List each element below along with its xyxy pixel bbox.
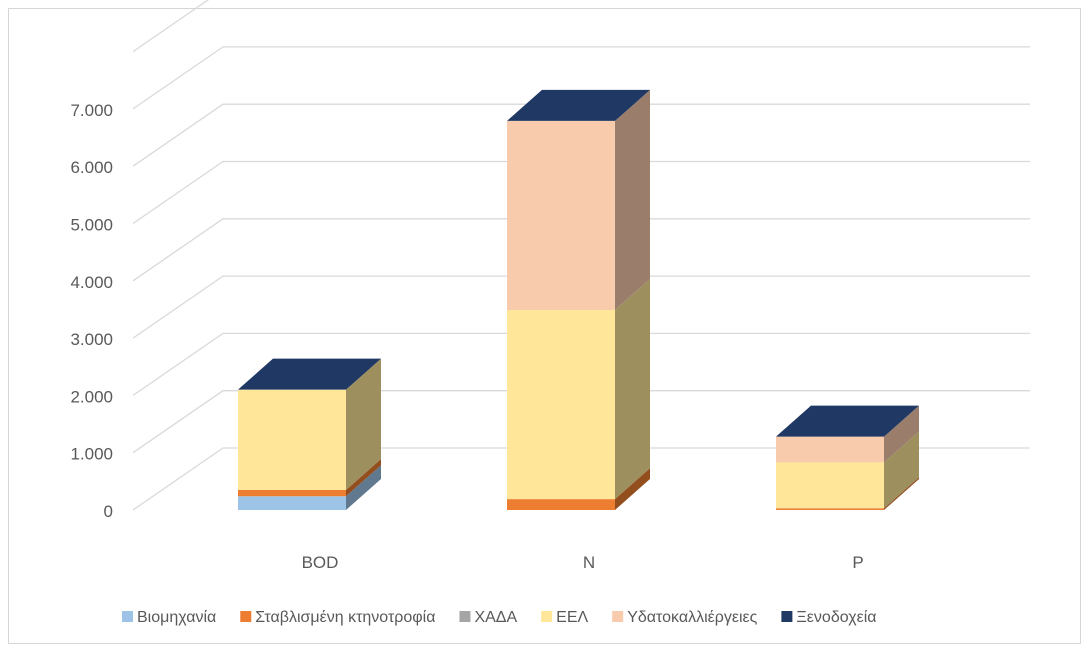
legend-item-εελ: ΕΕΛ (541, 609, 589, 626)
legend: Βιομηχανία Σταβλισμένη κτηνοτροφία ΧΑΔΑ ΕΕΛ… (122, 609, 877, 626)
legend-swatch (781, 611, 793, 622)
gridline (132, 160, 1030, 225)
legend-item-ξενοδοχεία: Ξενοδοχεία (781, 609, 877, 626)
bar-n-σταβλισμένη-κτηνοτροφία (507, 499, 615, 510)
bar-n-top (507, 89, 650, 121)
bar-p-εελ-side (884, 431, 919, 509)
bars (238, 89, 919, 510)
bar-bod-top (238, 358, 381, 390)
y-tick-label: 1.000 (70, 445, 113, 464)
y-tick-label: 5.000 (70, 216, 113, 235)
y-tick-label: 7.000 (70, 101, 113, 120)
bar-p-υδατοκαλλιέργειες-side (884, 405, 919, 463)
bar-p-top (776, 405, 919, 437)
bar-bod-εελ (238, 389, 346, 490)
y-tick-label: 0 (104, 502, 113, 521)
y-tick-label: 4.000 (70, 273, 113, 292)
y-axis-ticks: 0 1.000 2.000 3.000 4.000 5.000 6.000 7.000 (70, 101, 113, 521)
bar-n-εελ-side (615, 279, 650, 500)
legend-item-σταβλισμένη-κτηνοτροφία: Σταβλισμένη κτηνοτροφία (240, 609, 435, 626)
bar-bod-σταβλισμένη-κτηνοτροφία (238, 489, 346, 497)
legend-label: Ξενοδοχεία (796, 609, 876, 626)
y-tick-label: 3.000 (70, 330, 113, 349)
legend-label: ΧΑΔΑ (474, 609, 517, 626)
legend-item-υδατοκαλλιέργειες: Υδατοκαλλιέργειες (612, 609, 758, 626)
bar-n-υδατοκαλλιέργειες (507, 120, 615, 311)
bar-p-σταβλισμένη-κτηνοτροφία-side (884, 477, 919, 510)
x-category-label: N (583, 553, 595, 572)
legend-swatch (541, 611, 553, 622)
x-category-label: BOD (302, 553, 339, 572)
bar-n-εελ (507, 310, 615, 500)
x-category-label: P (852, 553, 863, 572)
legend-swatch (122, 611, 133, 622)
x-axis-categories: BOD N P (302, 553, 864, 572)
legend-label: Σταβλισμένη κτηνοτροφία (255, 609, 435, 626)
gridline (132, 447, 1030, 511)
gridline (132, 103, 1030, 167)
legend-label: Υδατοκαλλιέργειες (627, 609, 757, 626)
bar-bod-σταβλισμένη-κτηνοτροφία-side (346, 458, 381, 497)
legend-swatch (240, 611, 252, 622)
gridline (132, 0, 210, 53)
legend-swatch (459, 611, 471, 622)
y-tick-label: 2.000 (70, 387, 113, 406)
bar-bod-βιομηχανία (238, 496, 346, 510)
bar-p-σταβλισμένη-κτηνοτροφία (776, 508, 884, 510)
gridlines (132, 0, 1030, 511)
gridline (132, 46, 1030, 110)
bar-bod-βιομηχανία-side (346, 465, 381, 510)
gridline (132, 275, 1030, 339)
gridline (132, 332, 1030, 396)
bar-bod-εελ-side (346, 358, 381, 490)
legend-label: Βιομηχανία (137, 609, 216, 626)
bar-n-υδατοκαλλιέργειες-side (615, 89, 650, 311)
gridline (132, 390, 1030, 454)
legend-swatch (612, 611, 624, 622)
bar-p-υδατοκαλλιέργειες (776, 436, 884, 463)
bar-n-σταβλισμένη-κτηνοτροφία-side (615, 468, 650, 510)
y-tick-label: 6.000 (70, 158, 113, 177)
legend-label: ΕΕΛ (556, 609, 588, 626)
legend-item-χαδα: ΧΑΔΑ (459, 609, 517, 626)
gridline (132, 218, 1030, 282)
legend-item-βιομηχανία: Βιομηχανία (122, 609, 216, 626)
bar-p-εελ (776, 462, 884, 509)
